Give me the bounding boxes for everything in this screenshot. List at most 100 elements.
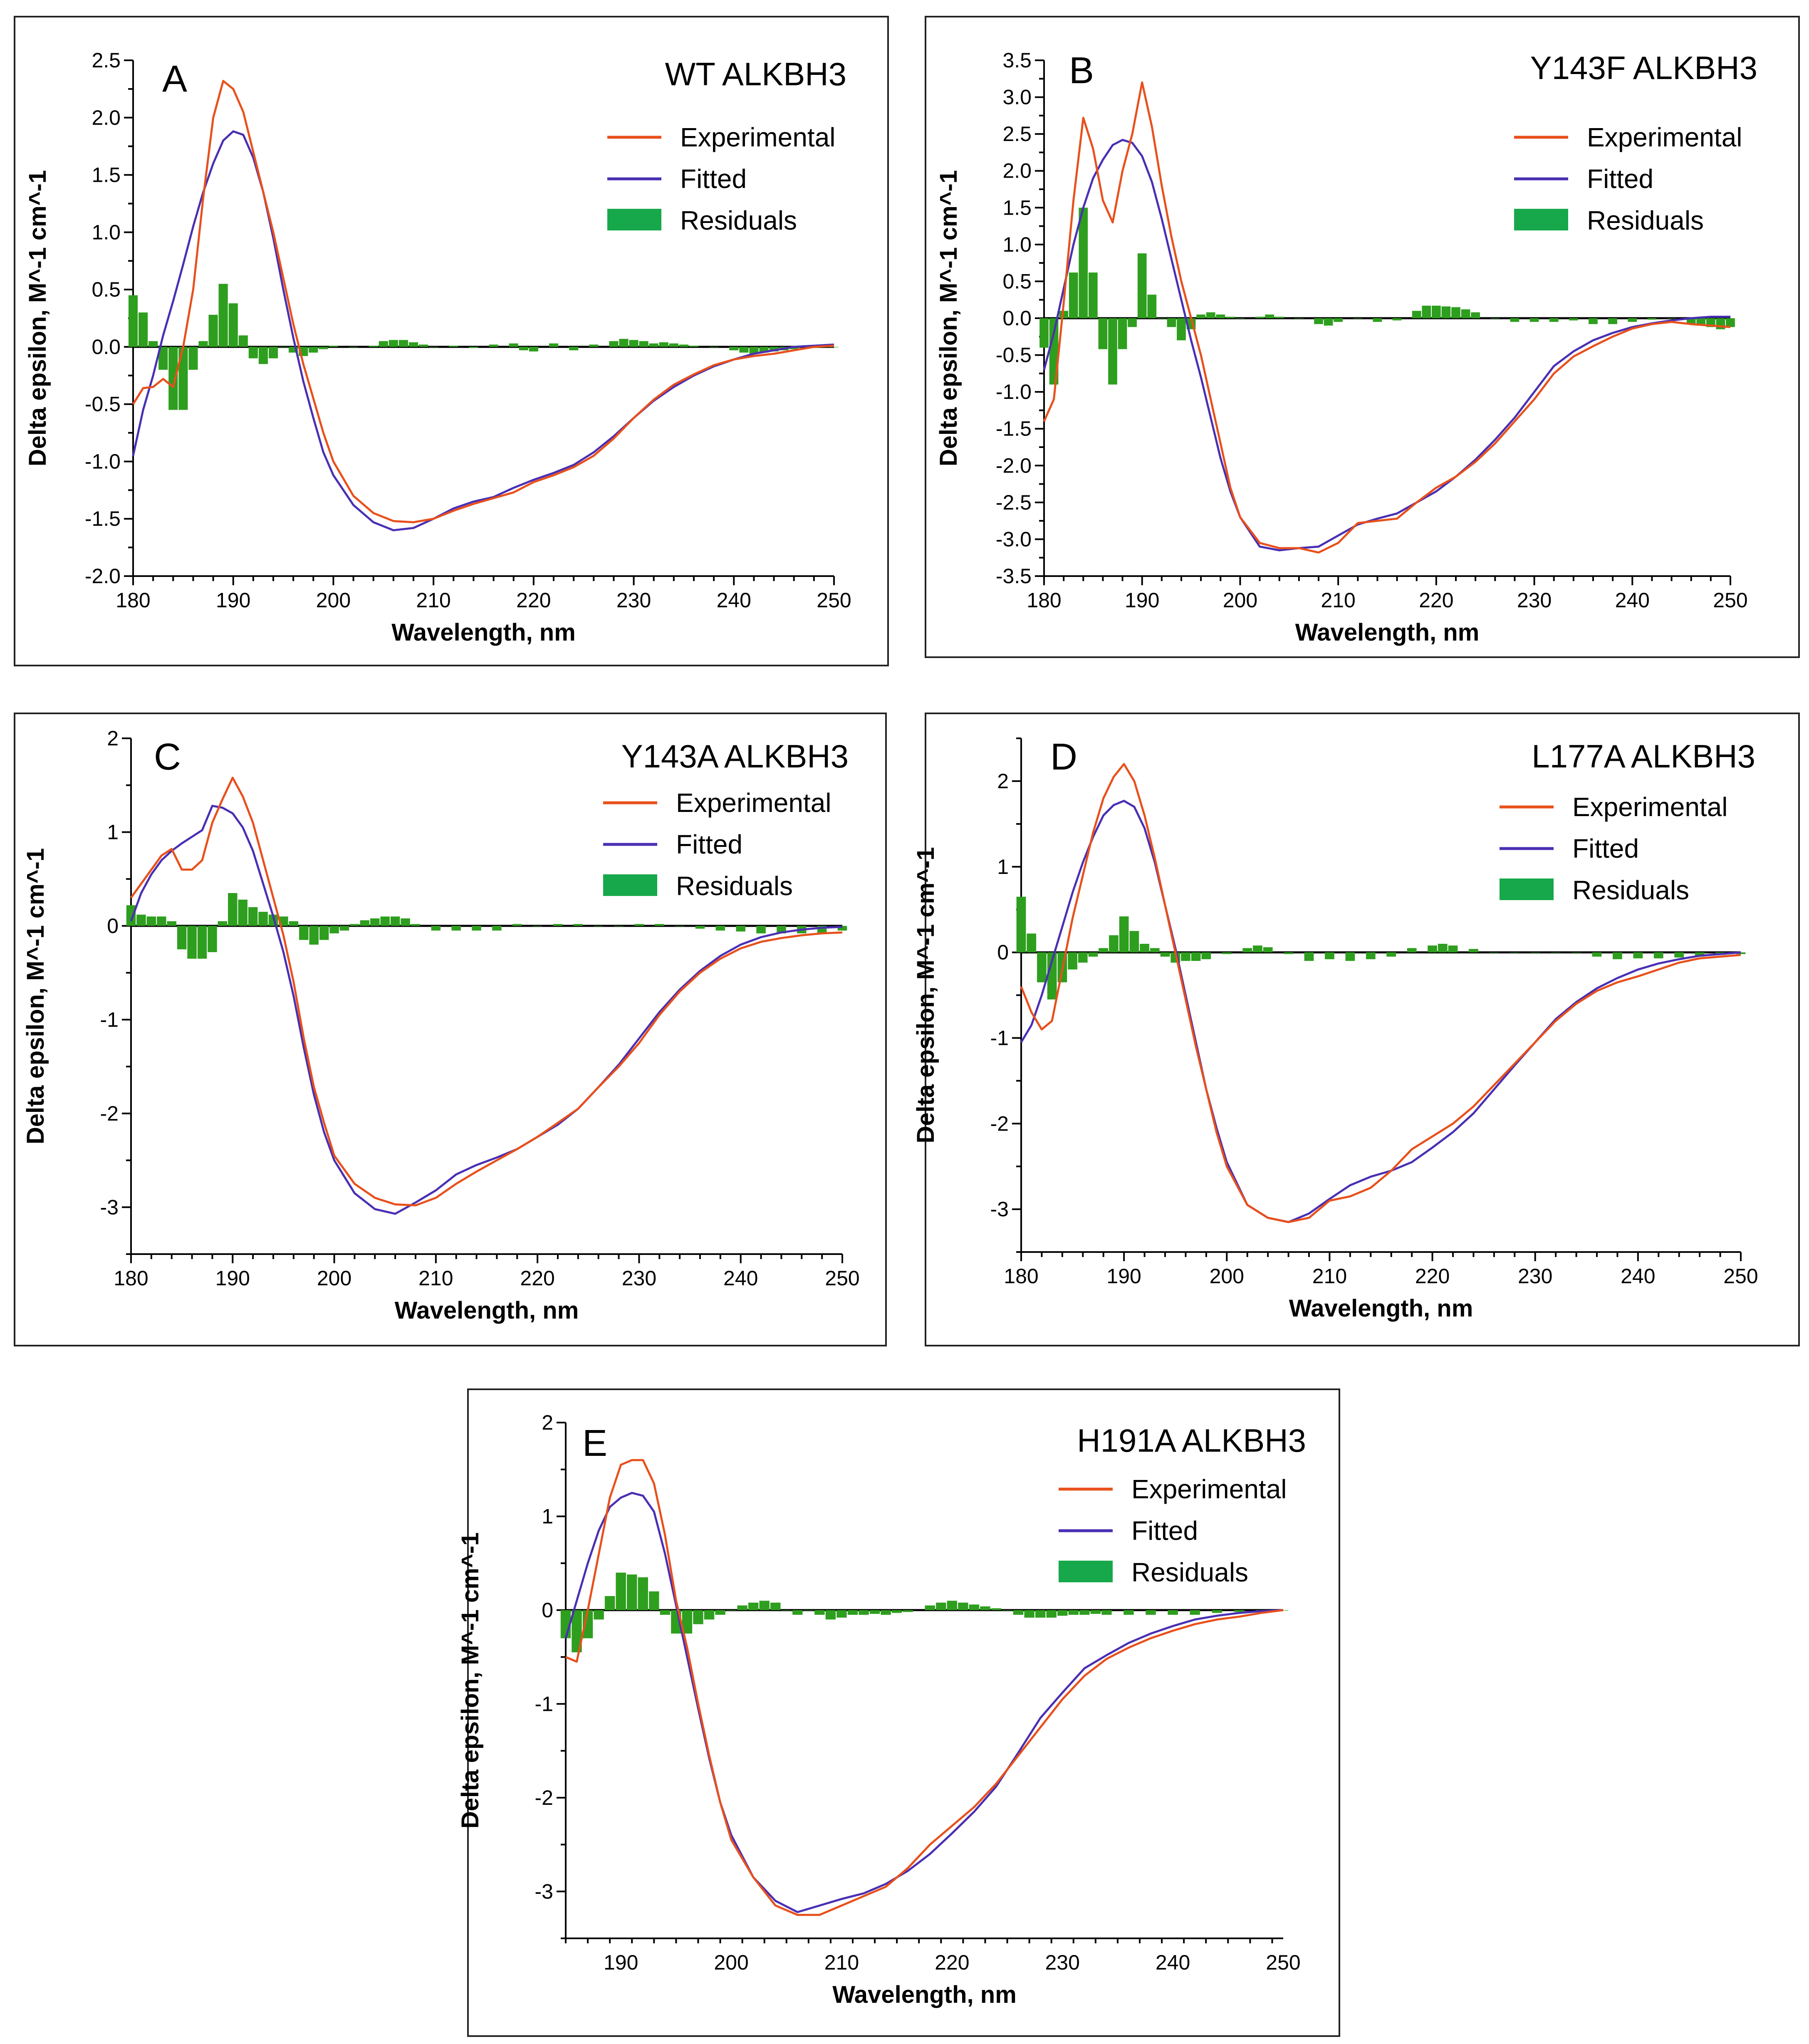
x-tick-label: 230 bbox=[1517, 589, 1552, 612]
residual-bar bbox=[634, 924, 644, 926]
x-tick-label: 180 bbox=[114, 1267, 148, 1290]
residual-bar bbox=[1069, 272, 1078, 318]
residual-bar bbox=[187, 925, 197, 959]
residual-bar bbox=[1242, 948, 1252, 953]
residual-bar bbox=[188, 346, 198, 370]
residual-bar bbox=[1608, 318, 1617, 324]
residual-bar bbox=[1089, 272, 1098, 318]
experimental-line bbox=[132, 80, 834, 523]
residual-bar bbox=[903, 1610, 913, 1612]
residual-bar bbox=[693, 1610, 703, 1624]
residual-bar bbox=[509, 343, 518, 347]
residual-bar bbox=[715, 925, 725, 931]
residual-bar bbox=[489, 344, 498, 347]
residual-bar bbox=[814, 1610, 825, 1615]
residual-bar bbox=[936, 1602, 946, 1610]
residual-bar bbox=[589, 344, 599, 347]
y-tick-label: 0 bbox=[107, 914, 119, 938]
legend-label: Residuals bbox=[1587, 205, 1704, 235]
residual-bar bbox=[309, 925, 319, 945]
legend: Experimental Fitted Residuals bbox=[1514, 122, 1742, 235]
residual-bar bbox=[748, 1602, 759, 1610]
x-tick-label: 190 bbox=[1106, 1265, 1141, 1288]
residual-bar bbox=[749, 346, 759, 354]
legend: Experimental Fitted Residuals bbox=[603, 788, 831, 901]
residual-bar bbox=[947, 1601, 958, 1610]
residual-bar bbox=[1150, 948, 1160, 953]
x-tick-label: 200 bbox=[316, 589, 351, 612]
panel-letter: B bbox=[1069, 50, 1094, 92]
x-tick-label: 180 bbox=[1004, 1265, 1038, 1288]
residual-bar bbox=[389, 340, 398, 347]
residual-bar bbox=[1653, 952, 1663, 958]
residual-bar bbox=[616, 1572, 626, 1610]
residual-bar bbox=[969, 1604, 980, 1610]
residual-bar bbox=[1234, 1610, 1245, 1612]
residual-bar bbox=[569, 346, 579, 351]
residual-bar bbox=[431, 925, 441, 931]
residual-bar bbox=[759, 1601, 770, 1610]
residual-bar bbox=[1057, 1610, 1068, 1616]
residual-bar bbox=[609, 341, 619, 347]
residual-bar bbox=[1146, 1610, 1156, 1615]
residual-bar bbox=[1353, 318, 1363, 319]
residual-bar bbox=[638, 1577, 648, 1610]
panel-title: L177A ALKBH3 bbox=[1532, 738, 1755, 775]
x-tick-label: 220 bbox=[1419, 589, 1453, 612]
x-tick-label: 200 bbox=[714, 1951, 748, 1974]
panel-frame bbox=[925, 16, 1800, 658]
residual-bar bbox=[1304, 952, 1314, 961]
x-tick-label: 230 bbox=[622, 1267, 656, 1290]
residual-bar bbox=[1046, 1610, 1057, 1618]
x-tick-label: 220 bbox=[1415, 1265, 1450, 1288]
y-tick-label: 1.5 bbox=[1002, 196, 1032, 219]
residual-bar bbox=[1422, 305, 1431, 318]
y-tick-label: 2.0 bbox=[1002, 159, 1032, 183]
chart-panel-c: 180 190 200 210 220 230 240 250 -3 -2 -1 0 1 2 C Y143A … bbox=[14, 713, 887, 1346]
panel-letter: E bbox=[582, 1423, 607, 1464]
residual-bar bbox=[379, 341, 388, 347]
residual-bar bbox=[1412, 311, 1421, 318]
residual-bar bbox=[789, 346, 799, 349]
x-axis-title: Wavelength, nm bbox=[395, 1297, 579, 1324]
residual-bar bbox=[669, 343, 678, 347]
residual-bar bbox=[167, 921, 176, 926]
residual-bar bbox=[573, 924, 583, 926]
residual-bar bbox=[198, 341, 208, 347]
residual-bar bbox=[649, 343, 658, 347]
chart-panel-a: 180 190 200 210 220 230 240 250 -2.0 -1.5 -1.0 -0.5… bbox=[14, 16, 889, 666]
residual-bar bbox=[126, 905, 136, 926]
x-tick-label: 250 bbox=[825, 1267, 859, 1290]
residual-bar bbox=[1181, 952, 1190, 961]
residual-bar bbox=[136, 914, 146, 926]
residual-bar bbox=[512, 924, 522, 926]
residual-bar bbox=[451, 925, 461, 931]
x-axis-title: Wavelength, nm bbox=[832, 1981, 1017, 2008]
x-tick-label: 240 bbox=[723, 1267, 758, 1290]
y-tick-label: 2 bbox=[997, 770, 1009, 793]
residual-bar bbox=[1013, 1610, 1024, 1615]
x-tick-label: 210 bbox=[418, 1267, 453, 1290]
residual-bar bbox=[248, 346, 258, 359]
panel-frame bbox=[467, 1388, 1340, 2037]
residual-bar bbox=[704, 1610, 715, 1620]
residual-bar bbox=[360, 920, 370, 926]
experimental-line bbox=[565, 1459, 1284, 1916]
x-tick-label: 210 bbox=[416, 589, 450, 612]
residual-bar bbox=[329, 346, 338, 347]
legend-label: Experimental bbox=[1131, 1474, 1287, 1504]
residual-bar bbox=[737, 1605, 747, 1610]
residual-bar bbox=[1118, 318, 1127, 349]
y-tick-label: -2.5 bbox=[996, 491, 1032, 514]
y-tick-label: 0 bbox=[997, 941, 1009, 964]
y-tick-label: -0.5 bbox=[85, 393, 121, 416]
residual-bar bbox=[1345, 952, 1355, 961]
y-tick-label: -3 bbox=[100, 1195, 119, 1219]
legend-label: Fitted bbox=[676, 829, 742, 859]
y-axis-title: Delta epsilon, M^-1 cm^-1 bbox=[457, 1532, 484, 1829]
x-tick-label: 240 bbox=[1615, 589, 1650, 612]
x-tick-label: 190 bbox=[216, 589, 250, 612]
residual-bar bbox=[1549, 318, 1559, 322]
residual-bar bbox=[1016, 896, 1026, 953]
residual-bar bbox=[390, 916, 400, 926]
